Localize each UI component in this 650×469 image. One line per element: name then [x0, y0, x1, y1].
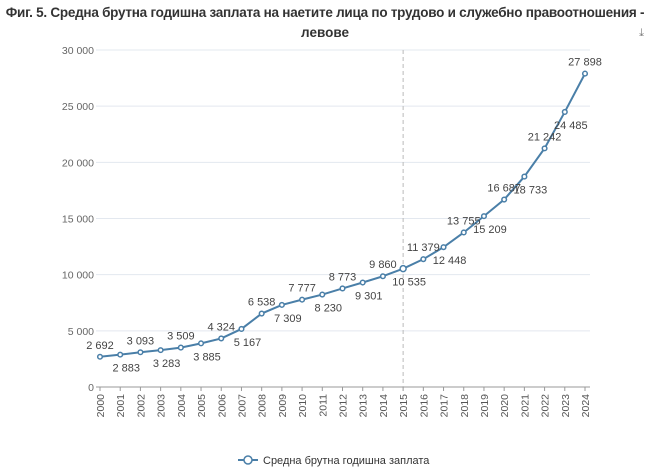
- data-point: [319, 291, 326, 298]
- data-label: 24 485: [554, 120, 588, 132]
- data-point: [299, 296, 306, 303]
- x-tick-label: 2004: [176, 394, 188, 418]
- data-label: 13 755: [447, 215, 481, 227]
- legend-marker: [243, 455, 253, 465]
- data-point: [278, 301, 285, 308]
- x-tick-label: 2000: [95, 394, 107, 418]
- data-point: [581, 70, 589, 77]
- y-tick-label: 5 000: [68, 326, 94, 338]
- x-tick-label: 2014: [378, 394, 390, 418]
- x-tick-label: 2013: [358, 394, 370, 418]
- export-icon[interactable]: ⤓: [639, 26, 644, 39]
- data-point: [561, 108, 568, 116]
- data-point: [420, 256, 427, 263]
- data-point: [258, 310, 265, 317]
- x-tick-label: 2011: [317, 394, 329, 417]
- x-tick-label: 2016: [418, 394, 430, 418]
- data-label: 2 883: [112, 363, 140, 375]
- data-point: [379, 273, 386, 280]
- data-point: [238, 325, 245, 333]
- data-label: 10 535: [392, 277, 426, 289]
- data-label: 21 242: [528, 131, 562, 143]
- x-tick-label: 2008: [257, 394, 269, 418]
- data-point: [137, 349, 144, 356]
- data-label: 3 093: [127, 335, 155, 347]
- x-tick-label: 2020: [499, 394, 511, 418]
- x-tick-label: 2023: [560, 394, 572, 418]
- data-point: [460, 229, 467, 236]
- data-point: [359, 279, 366, 286]
- data-label: 9 301: [355, 291, 383, 303]
- data-point: [117, 351, 124, 358]
- x-tick-label: 2012: [338, 394, 350, 418]
- x-tick-label: 2007: [236, 394, 248, 418]
- x-tick-label: 2021: [519, 394, 531, 418]
- x-tick-label: 2022: [540, 394, 552, 418]
- data-label: 16 687: [487, 183, 521, 195]
- data-point: [399, 264, 407, 273]
- x-tick-label: 2010: [297, 394, 309, 418]
- x-tick-label: 2001: [115, 394, 127, 418]
- x-tick-label: 2002: [135, 394, 147, 418]
- y-tick-label: 30 000: [62, 45, 94, 57]
- data-point: [157, 347, 164, 354]
- x-tick-label: 2015: [398, 394, 410, 418]
- data-point: [96, 353, 104, 360]
- x-tick-label: 2009: [277, 394, 289, 418]
- data-point: [339, 285, 346, 292]
- x-tick-label: 2017: [439, 394, 451, 418]
- chart-header: Фиг. 5. Средна брутна годишна заплата на…: [0, 3, 650, 43]
- data-label: 15 209: [473, 224, 507, 236]
- data-label: 8 230: [315, 303, 343, 315]
- data-point: [177, 344, 184, 351]
- data-label: 7 777: [288, 283, 316, 295]
- data-point: [501, 196, 508, 203]
- data-label: 7 309: [274, 313, 302, 325]
- data-label: 4 324: [207, 321, 235, 333]
- data-point: [197, 340, 205, 347]
- data-point: [521, 173, 528, 180]
- x-tick-label: 2019: [479, 394, 491, 418]
- series-line: [99, 73, 586, 358]
- data-label: 5 167: [234, 337, 262, 349]
- y-tick-label: 20 000: [62, 157, 94, 169]
- data-point: [480, 213, 488, 220]
- y-tick-label: 10 000: [62, 270, 94, 282]
- x-tick-label: 2018: [459, 394, 471, 418]
- x-tick-label: 2005: [196, 394, 208, 418]
- data-label: 9 860: [369, 259, 397, 271]
- chart-title: Фиг. 5. Средна брутна годишна заплата на…: [5, 5, 645, 20]
- data-label: 3 283: [153, 358, 181, 370]
- data-point: [218, 335, 225, 342]
- data-label: 12 448: [433, 255, 467, 267]
- chart-subtitle: левове: [301, 25, 349, 40]
- data-point: [541, 145, 548, 152]
- data-label: 3 509: [167, 331, 195, 343]
- y-tick-label: 15 000: [62, 214, 94, 226]
- legend-label: Средна брутна годишна заплата: [263, 455, 430, 467]
- y-tick-label: 0: [88, 382, 94, 394]
- y-tick-label: 25 000: [62, 101, 94, 113]
- x-tick-label: 2003: [156, 394, 168, 418]
- data-point: [440, 244, 447, 251]
- data-label: 27 898: [568, 57, 602, 69]
- data-label: 18 733: [514, 185, 548, 197]
- data-label: 8 773: [329, 271, 357, 283]
- data-label: 6 538: [248, 297, 276, 309]
- data-label: 3 885: [193, 351, 221, 363]
- data-label: 2 692: [86, 340, 114, 352]
- x-tick-label: 2006: [216, 394, 228, 418]
- x-tick-label: 2024: [580, 394, 592, 418]
- data-label: 11 379: [407, 242, 440, 254]
